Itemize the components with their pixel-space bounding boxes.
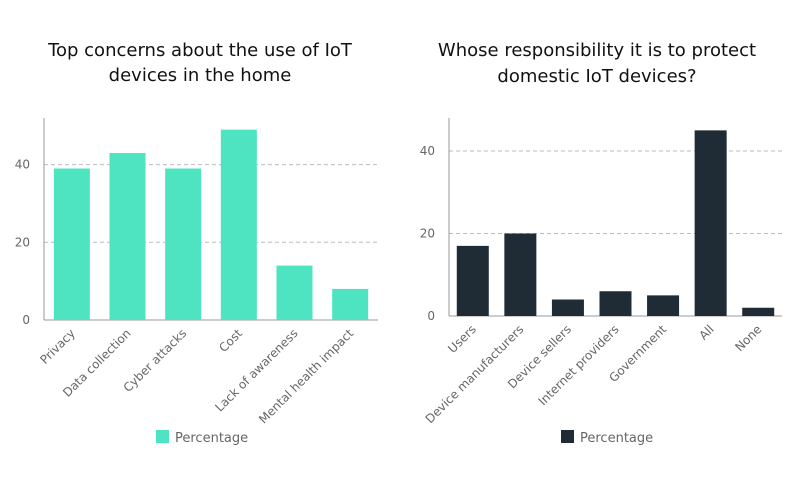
chart-title-line: Top concerns about the use of IoT [47,40,353,61]
x-category-label: Users [445,322,479,356]
x-category-label: Cost [216,326,245,355]
legend-swatch [561,430,574,443]
legend-label: Percentage [175,431,248,446]
y-tick-label: 40 [15,158,30,172]
y-tick-label: 20 [420,227,435,241]
bar [551,299,584,316]
y-tick-label: 20 [15,235,30,249]
x-category-label: Internet providers [536,322,622,408]
legend-label: Percentage [580,431,653,446]
chart-title-line: devices in the home [109,65,292,86]
bar [647,295,680,316]
bar [276,265,313,320]
bar [694,130,727,316]
bar [504,233,537,316]
bar [165,168,202,320]
x-category-label: All [696,322,716,342]
legend-swatch [156,430,169,443]
bar [332,288,369,320]
chart-iot-concerns: Top concerns about the use of IoT devices… [15,40,378,446]
y-tick-label: 40 [420,144,435,158]
bar [220,129,257,320]
bar [53,168,90,320]
y-tick-label: 0 [22,313,30,327]
chart-iot-responsibility: Whose responsibility it is to protect dom… [420,40,782,446]
chart-title-line: Whose responsibility it is to protect [438,40,756,61]
x-category-label: None [732,322,764,354]
bar [109,152,146,320]
bar [456,245,489,316]
y-tick-label: 0 [427,309,435,323]
bar [599,291,632,316]
chart-title-line: domestic IoT devices? [497,66,696,87]
x-category-label: Privacy [37,326,78,367]
x-category-label: Mental health impact [256,326,356,426]
bar [742,307,775,316]
